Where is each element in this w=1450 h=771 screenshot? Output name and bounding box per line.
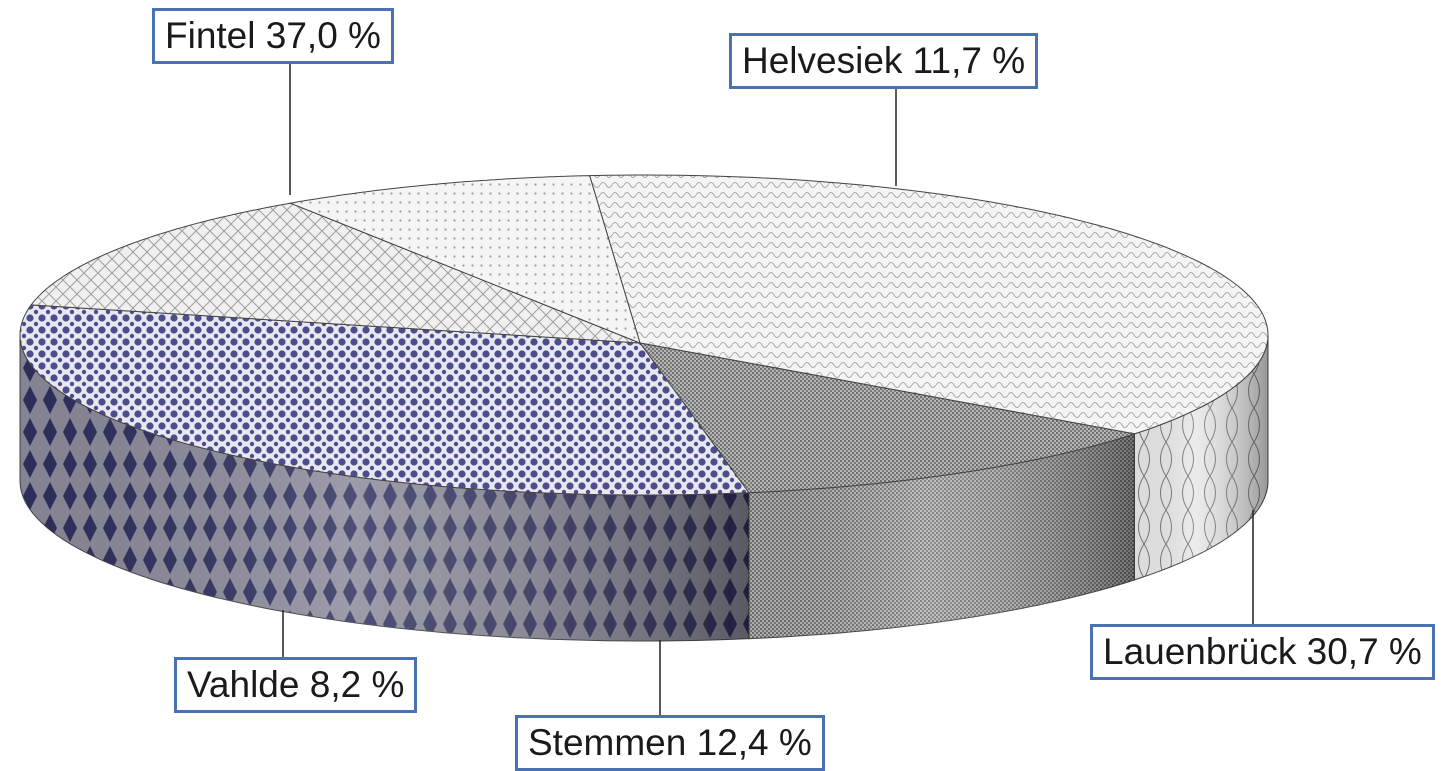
pie-slice-lauenbruck [19, 304, 750, 496]
pie-slice-helvesiek [638, 342, 1135, 494]
pie-tops [19, 174, 1269, 496]
pie-side-shade-fintel [1134, 335, 1268, 580]
data-label-fintel: Fintel 37,0 % [152, 8, 394, 64]
pie-slice-vahlde [288, 175, 641, 344]
data-label-vahlde: Vahlde 8,2 % [174, 657, 418, 713]
pie-slice-stemmen [30, 202, 641, 344]
data-label-lauenbruck: Lauenbrück 30,7 % [1090, 624, 1435, 680]
pie-side-shade-helvesiek [748, 433, 1135, 639]
data-label-stemmen: Stemmen 12,4 % [515, 715, 825, 771]
leader-lines [282, 60, 1254, 715]
pie-sides [19, 334, 1269, 642]
data-label-helvesiek: Helvesiek 11,7 % [729, 33, 1039, 89]
pie-side-shade-lauenbruck [20, 335, 749, 641]
pie-slice-fintel [588, 174, 1269, 435]
